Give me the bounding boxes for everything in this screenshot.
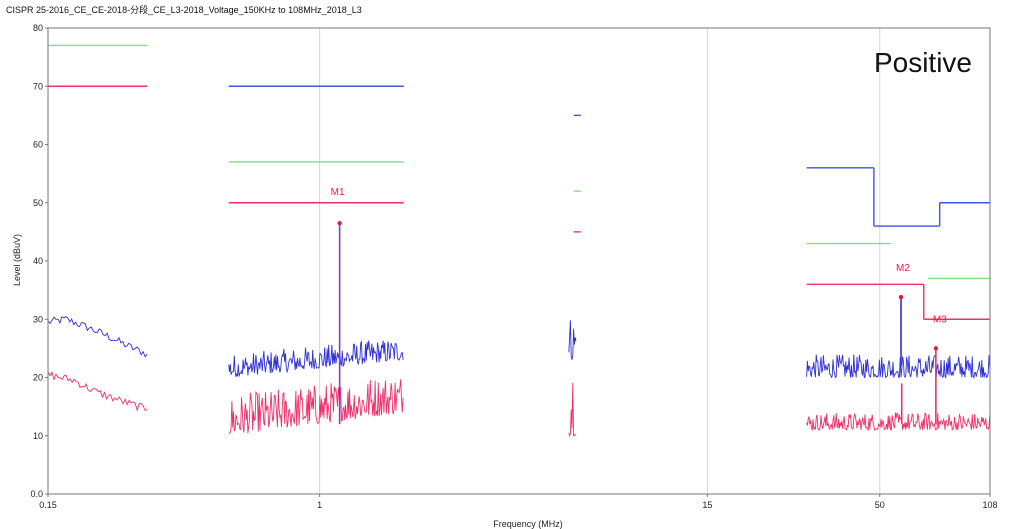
trace-band xyxy=(806,412,991,432)
x-tick-label: 0.15 xyxy=(39,500,57,510)
y-axis-label: Level (dBuV) xyxy=(12,234,22,286)
trace-band xyxy=(568,382,577,438)
trace-band xyxy=(47,316,148,358)
marker-label: M3 xyxy=(933,314,947,325)
y-tick-label: 70 xyxy=(33,81,43,91)
marker-label: M1 xyxy=(331,187,345,198)
measurement-traces xyxy=(47,223,991,438)
y-tick-label: 20 xyxy=(33,373,43,383)
y-tick-label: 30 xyxy=(33,314,43,324)
y-tick-label: 80 xyxy=(33,23,43,33)
y-tick-label: 0.0 xyxy=(30,489,43,499)
limit-lines xyxy=(48,44,990,320)
trace-band xyxy=(47,371,148,412)
polarity-annotation: Positive xyxy=(874,47,972,78)
x-tick-label: 1 xyxy=(317,500,322,510)
y-tick-label: 40 xyxy=(33,256,43,266)
y-tick-label: 50 xyxy=(33,198,43,208)
x-axis: 0.15 1 15 50 108 xyxy=(39,494,998,510)
trace-band xyxy=(568,320,577,360)
grid xyxy=(319,28,881,494)
trace-band xyxy=(806,354,991,379)
x-tick-label: 50 xyxy=(875,500,885,510)
x-axis-label: Frequency (MHz) xyxy=(493,519,563,529)
x-tick-label: 108 xyxy=(982,500,997,510)
y-axis: 0.0 10 20 30 40 50 60 70 80 xyxy=(30,23,48,499)
y-tick-label: 10 xyxy=(33,431,43,441)
marker-dot xyxy=(898,294,904,300)
y-tick-label: 60 xyxy=(33,140,43,150)
chart-title: CISPR 25-2016_CE_CE-2018-分段_CE_L3-2018_V… xyxy=(6,5,362,15)
marker-dot xyxy=(933,346,939,351)
markers: M1 M2 M3 xyxy=(331,187,947,351)
trace-band xyxy=(228,340,404,378)
marker-dot xyxy=(337,220,342,226)
trace-band xyxy=(228,379,404,434)
marker-label: M2 xyxy=(896,263,910,274)
x-tick-label: 15 xyxy=(702,500,712,510)
